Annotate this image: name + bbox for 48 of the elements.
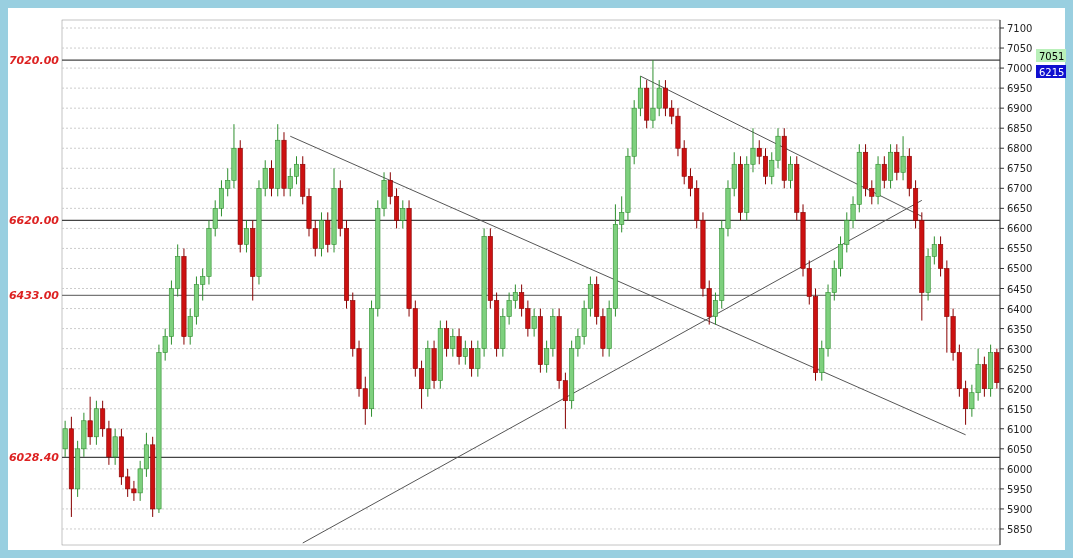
y-tick-label: 6800 [1007, 143, 1033, 155]
y-tick-label: 7100 [1007, 23, 1033, 35]
y-tick-label: 6300 [1007, 343, 1033, 355]
y-tick-label: 5950 [1007, 483, 1033, 495]
candlestick [881, 155, 887, 189]
y-tick-label: 6850 [1007, 123, 1033, 135]
y-tick-label: 6000 [1007, 463, 1033, 475]
y-tick-label: 6550 [1007, 243, 1033, 255]
candlestick [400, 199, 406, 229]
candlestick [894, 143, 900, 181]
y-tick-label: 6500 [1007, 263, 1033, 275]
text: 6215 [1039, 67, 1065, 78]
candlestick [462, 340, 468, 366]
text: 7051 [1039, 51, 1065, 62]
y-tick-label: 6250 [1007, 363, 1033, 375]
y-tick-label: 5900 [1007, 503, 1033, 515]
candlestick [788, 155, 793, 189]
y-tick-label: 6950 [1007, 83, 1033, 95]
y-tick-label: 6700 [1007, 183, 1033, 195]
y-tick-label: 6400 [1007, 303, 1033, 315]
ref-line-label: 6433.00 [8, 289, 60, 303]
candlestick [450, 328, 456, 358]
ref-line-label: 7020.00 [8, 54, 60, 68]
y-tick-label: 6150 [1007, 403, 1033, 415]
y-tick-label: 7000 [1007, 63, 1033, 75]
ref-line-label: 6620.00 [8, 214, 60, 228]
y-tick-label: 6750 [1007, 163, 1033, 175]
candlestick [444, 320, 450, 358]
candlestick [87, 396, 93, 446]
y-tick-label: 6100 [1007, 423, 1033, 435]
y-tick-label: 6650 [1007, 203, 1033, 215]
y-tick-label: 6600 [1007, 223, 1033, 235]
ref-line-label: 6028.40 [8, 451, 60, 465]
y-tick-label: 6350 [1007, 323, 1033, 335]
candlestick [269, 159, 274, 197]
candlestick [900, 135, 906, 181]
candlestick [62, 420, 68, 458]
candlestick [112, 428, 118, 466]
y-tick-label: 6050 [1007, 443, 1033, 455]
candlestick [243, 219, 249, 253]
y-tick-label: 6450 [1007, 283, 1033, 295]
y-tick-label: 7050 [1007, 43, 1033, 55]
y-tick-label: 6200 [1007, 383, 1033, 395]
candlestick [456, 328, 462, 366]
candlestick [469, 340, 475, 378]
y-tick-label: 5850 [1007, 523, 1033, 535]
candlestick [531, 308, 537, 338]
y-tick-label: 6900 [1007, 103, 1033, 115]
